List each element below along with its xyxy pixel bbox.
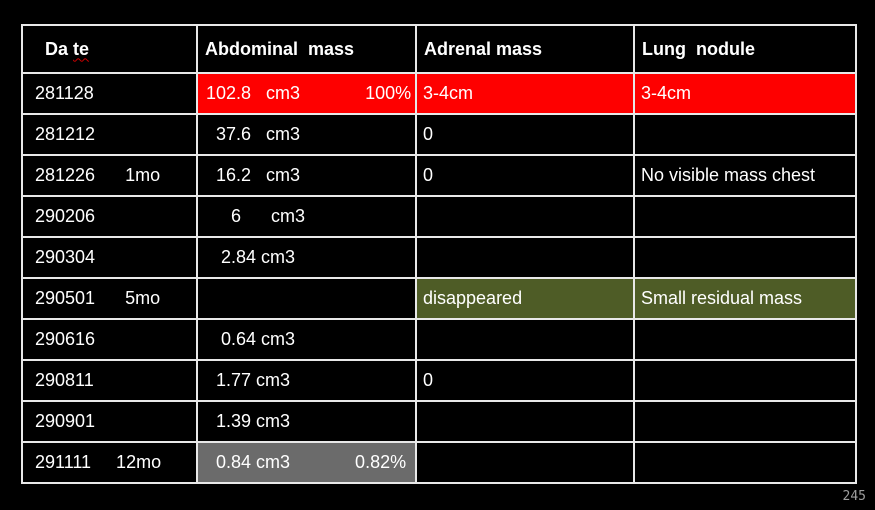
column-header-date: Da te [21, 24, 198, 74]
header-row: Da te Abdominal mass Adrenal mass Lung n… [21, 24, 857, 74]
table-row: 290206 6 cm3 [21, 195, 857, 238]
cell-lung-nodule [633, 400, 857, 443]
column-header-abdominal-mass: Abdominal mass [196, 24, 417, 74]
cell-date: 290304 [21, 236, 198, 279]
cell-date: 290616 [21, 318, 198, 361]
cell-adrenal-mass [415, 441, 635, 484]
cell-abdominal-mass: 1.39 cm3 [196, 400, 417, 443]
spellcheck-squiggle-text: te [73, 38, 90, 59]
column-header-adrenal-mass: Adrenal mass [415, 24, 635, 74]
cell-abdominal-mass: 1.77 cm3 [196, 359, 417, 402]
cell-abdominal-mass: 37.6 cm3 [196, 113, 417, 156]
table-row: 281128 102.8 cm3 100% 3-4cm 3-4cm [21, 72, 857, 115]
table-row: 291111 12mo 0.84 cm3 0.82% [21, 441, 857, 484]
cell-adrenal-mass: 0 [415, 113, 635, 156]
cell-adrenal-mass [415, 195, 635, 238]
cell-adrenal-mass: 0 [415, 359, 635, 402]
cell-adrenal-mass [415, 236, 635, 279]
cell-abdominal-mass: 2.84 cm3 [196, 236, 417, 279]
cell-date: 281212 [21, 113, 198, 156]
cell-date: 291111 12mo [21, 441, 198, 484]
table-row: 290501 5mo disappeared Small residual ma… [21, 277, 857, 320]
cell-lung-nodule [633, 441, 857, 484]
cell-abdominal-mass: 0.84 cm3 0.82% [196, 441, 417, 484]
table-row: 281226 1mo 16.2 cm3 0 No visible mass ch… [21, 154, 857, 197]
cell-date: 290206 [21, 195, 198, 238]
cell-lung-nodule [633, 195, 857, 238]
column-header-lung-nodule: Lung nodule [633, 24, 857, 74]
cell-lung-nodule: No visible mass chest [633, 154, 857, 197]
cell-lung-nodule [633, 359, 857, 402]
cell-date: 290811 [21, 359, 198, 402]
cell-date: 281128 [21, 72, 198, 115]
cell-lung-nodule: Small residual mass [633, 277, 857, 320]
follow-up-table: Da te Abdominal mass Adrenal mass Lung n… [21, 24, 857, 484]
cell-lung-nodule [633, 236, 857, 279]
cell-date: 281226 1mo [21, 154, 198, 197]
table-row: 290616 0.64 cm3 [21, 318, 857, 361]
cell-lung-nodule: 3-4cm [633, 72, 857, 115]
table-row: 290901 1.39 cm3 [21, 400, 857, 443]
cell-date: 290901 [21, 400, 198, 443]
cell-adrenal-mass [415, 400, 635, 443]
cell-lung-nodule [633, 113, 857, 156]
cell-adrenal-mass: disappeared [415, 277, 635, 320]
cell-abdominal-mass: 102.8 cm3 100% [196, 72, 417, 115]
cell-abdominal-mass: 0.64 cm3 [196, 318, 417, 361]
table-row: 281212 37.6 cm3 0 [21, 113, 857, 156]
cell-adrenal-mass: 3-4cm [415, 72, 635, 115]
cell-lung-nodule [633, 318, 857, 361]
cell-abdominal-mass: 16.2 cm3 [196, 154, 417, 197]
table-row: 290304 2.84 cm3 [21, 236, 857, 279]
cell-abdominal-mass [196, 277, 417, 320]
cell-adrenal-mass: 0 [415, 154, 635, 197]
cell-abdominal-mass: 6 cm3 [196, 195, 417, 238]
page-number: 245 [842, 489, 866, 504]
table-row: 290811 1.77 cm3 0 [21, 359, 857, 402]
cell-date: 290501 5mo [21, 277, 198, 320]
header-date-text: Da [45, 38, 74, 59]
cell-adrenal-mass [415, 318, 635, 361]
